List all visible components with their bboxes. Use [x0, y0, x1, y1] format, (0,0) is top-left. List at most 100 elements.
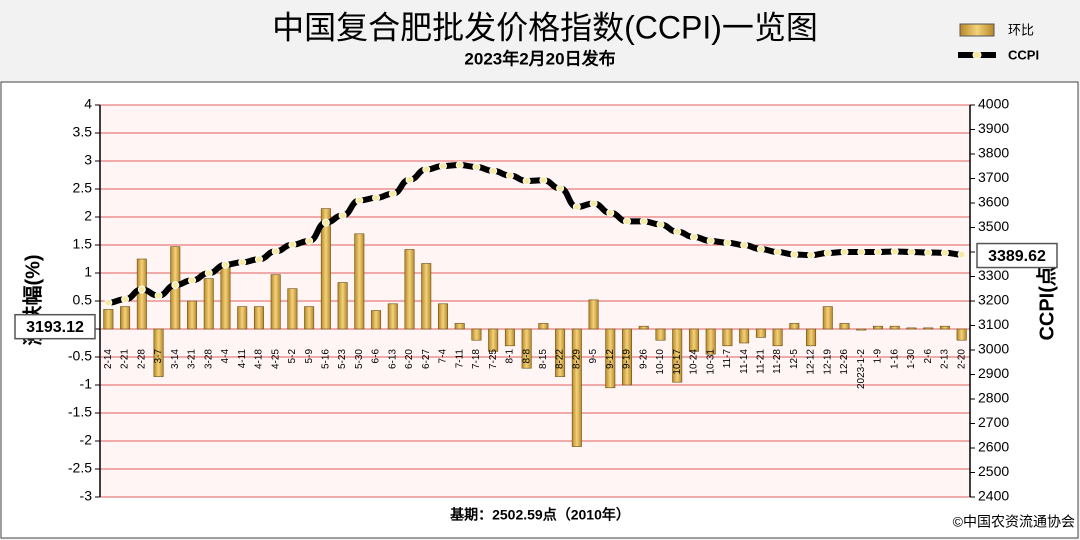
value-label: 3193.12 — [26, 319, 84, 336]
ccpi-marker — [623, 217, 632, 226]
x-tick-label: 1-16 — [889, 349, 900, 369]
ccpi-marker — [254, 255, 263, 264]
bar — [153, 328, 164, 377]
ccpi-marker — [807, 251, 816, 260]
bar — [504, 328, 515, 347]
bar — [287, 288, 298, 330]
bar — [454, 323, 465, 330]
bar — [655, 328, 666, 341]
x-tick-label: 9-19 — [622, 349, 633, 369]
bar — [538, 323, 549, 330]
bar — [622, 328, 633, 386]
ccpi-marker — [489, 166, 498, 175]
y2-tick-label: 3500 — [978, 218, 1009, 234]
ccpi-marker — [706, 236, 715, 245]
bar — [337, 282, 348, 330]
x-tick-label: 11-14 — [739, 349, 750, 374]
x-tick-label: 4-25 — [270, 349, 281, 369]
x-tick-label: 3-7 — [153, 349, 164, 364]
ccpi-marker — [656, 220, 665, 229]
x-tick-label: 9-5 — [588, 349, 599, 364]
y-tick-label: -2.5 — [68, 460, 92, 476]
bar — [220, 267, 231, 330]
y2-tick-label: 2700 — [978, 414, 1009, 430]
bar — [722, 328, 733, 347]
y2-tick-label: 2600 — [978, 439, 1009, 455]
ccpi-marker — [639, 217, 648, 226]
ccpi-marker — [204, 269, 213, 278]
x-tick-label: 6-13 — [387, 349, 398, 369]
x-tick-label: 2-6 — [923, 349, 934, 364]
x-tick-label: 2-13 — [940, 349, 951, 369]
ccpi-marker — [857, 248, 866, 256]
x-tick-label: 7-11 — [454, 349, 465, 369]
y-tick-label: -1 — [80, 376, 93, 392]
x-tick-label: 11-7 — [722, 349, 733, 369]
bar — [304, 306, 315, 330]
y-tick-label: -3 — [80, 488, 93, 504]
bar — [806, 328, 817, 347]
bar — [103, 309, 114, 330]
bar — [789, 323, 800, 330]
y-tick-label: 1 — [84, 264, 92, 280]
y2-tick-label: 3300 — [978, 267, 1009, 283]
bar — [136, 258, 147, 330]
x-tick-label: 4-11 — [237, 349, 248, 369]
x-tick-label: 5-9 — [304, 349, 315, 364]
y2-tick-label: 3900 — [978, 120, 1009, 136]
x-tick-label: 10-17 — [672, 349, 683, 375]
x-tick-label: 10-24 — [689, 349, 700, 375]
x-tick-label: 8-29 — [571, 349, 582, 369]
x-tick-label: 8-15 — [538, 349, 549, 369]
y2-tick-label: 2400 — [978, 488, 1009, 504]
bar — [555, 328, 566, 377]
ccpi-marker — [924, 248, 933, 257]
x-tick-label: 3-21 — [187, 349, 198, 369]
ccpi-marker — [372, 193, 381, 202]
bar — [956, 328, 967, 341]
x-tick-label: 3-14 — [170, 349, 181, 369]
y2-tick-label: 3200 — [978, 292, 1009, 308]
bar — [588, 299, 599, 330]
bar — [203, 278, 214, 330]
y-tick-label: -0.5 — [68, 348, 92, 364]
y-tick-label: 0.5 — [73, 292, 93, 308]
ccpi-marker — [522, 176, 531, 185]
ccpi-marker — [355, 196, 364, 205]
legend-label: CCPI — [1008, 47, 1039, 62]
x-tick-label: 2023-1-2 — [856, 349, 867, 389]
bar — [571, 328, 582, 447]
ccpi-marker — [907, 248, 916, 256]
x-tick-label: 12-5 — [789, 349, 800, 369]
y2-axis-title: CCPI(点) — [1035, 259, 1058, 340]
y2-tick-label: 2900 — [978, 365, 1009, 381]
x-tick-label: 2-28 — [136, 349, 147, 369]
y2-tick-label: 3600 — [978, 194, 1009, 210]
x-tick-label: 7-18 — [471, 349, 482, 369]
legend-marker — [972, 50, 982, 60]
ccpi-marker — [388, 189, 397, 198]
ccpi-marker — [472, 162, 481, 171]
bar — [638, 325, 649, 330]
ccpi-marker — [773, 248, 782, 256]
x-tick-label: 1-9 — [873, 349, 884, 364]
ccpi-marker — [271, 247, 280, 256]
bar — [923, 327, 934, 330]
x-tick-label: 12-12 — [806, 349, 817, 375]
bar — [872, 325, 883, 330]
x-tick-label: 12-19 — [822, 349, 833, 375]
ccpi-marker — [572, 202, 581, 211]
x-tick-label: 2-20 — [956, 349, 967, 369]
ccpi-marker — [121, 295, 130, 304]
y2-tick-label: 2800 — [978, 390, 1009, 406]
ccpi-marker — [154, 291, 163, 300]
x-tick-label: 7-25 — [488, 349, 499, 369]
bar — [421, 263, 432, 330]
ccpi-marker — [171, 281, 180, 290]
bar — [856, 328, 867, 331]
x-tick-label: 8-1 — [505, 349, 516, 364]
y2-tick-label: 2500 — [978, 463, 1009, 479]
ccpi-marker — [589, 199, 598, 208]
y2-tick-label: 3800 — [978, 145, 1009, 161]
